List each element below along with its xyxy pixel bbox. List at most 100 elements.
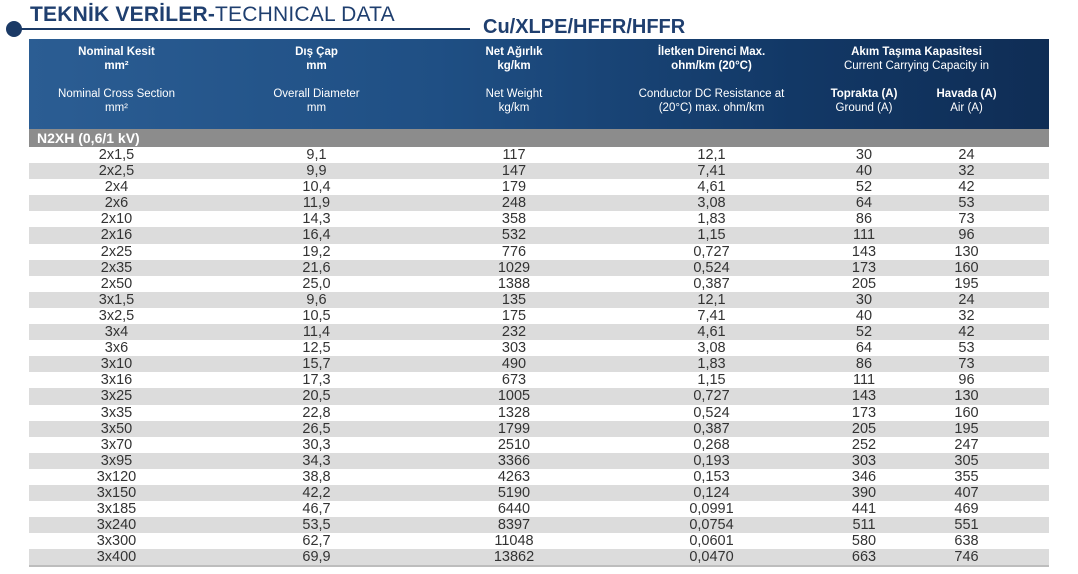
cell-diameter: 34,3: [302, 452, 331, 469]
cell-cross-section: 3x240: [96, 517, 137, 534]
table-row: 3x16 17,3 673 1,15 111 96: [29, 372, 1049, 388]
cell-cross-section: 3x25: [100, 388, 133, 405]
table-row: 3x150 42,2 5190 0,124 390 407: [29, 484, 1049, 502]
cell-ground-current: 30: [855, 291, 873, 308]
cell-weight: 303: [501, 340, 527, 357]
col-current-capacity-header: Akım Taşıma Kapasitesi Current Carrying C…: [843, 46, 990, 72]
cell-resistance: 0,387: [693, 420, 730, 437]
cell-diameter: 19,2: [302, 243, 331, 260]
cell-resistance: 0,524: [693, 259, 730, 276]
col-air-header: Havada (A) Air (A): [936, 88, 997, 114]
table-row: 3x4 11,4 232 4,61 52 42: [29, 324, 1049, 341]
col-resistance-header: İletken Direnci Max. ohm/km (20°C) Conduc…: [638, 46, 785, 114]
cell-diameter: 17,3: [302, 372, 331, 389]
group-label-row: N2XH (0,6/1 kV): [29, 129, 1049, 147]
cell-resistance: 12,1: [697, 147, 726, 163]
technical-data-table: Nominal Kesit mm² Nominal Cross Section mm…: [29, 39, 1049, 568]
cell-air-current: 305: [954, 452, 979, 469]
col-nominal-section-header: Nominal Kesit mm² Nominal Cross Section mm…: [58, 46, 175, 114]
table-row: 3x300 62,7 11048 0,0601 580 638: [29, 533, 1049, 549]
cell-resistance: 1,15: [697, 372, 726, 389]
cell-air-current: 407: [954, 484, 979, 501]
cell-ground-current: 205: [851, 420, 877, 437]
bullet-dot-icon: [6, 21, 22, 37]
cell-diameter: 11,9: [302, 195, 331, 212]
cell-diameter: 20,5: [302, 388, 331, 405]
cell-cross-section: 2x50: [100, 275, 133, 292]
table-row: 2x10 14,3 358 1,83 86 73: [29, 211, 1049, 227]
cell-weight: 5190: [497, 484, 531, 501]
cell-ground-current: 346: [851, 468, 877, 485]
cell-air-current: 42: [958, 179, 975, 196]
cell-ground-current: 173: [851, 259, 877, 276]
cell-cross-section: 2x25: [100, 243, 133, 260]
cell-resistance: 0,0991: [689, 501, 734, 518]
cell-air-current: 195: [954, 420, 979, 437]
cell-cross-section: 2x2,5: [98, 163, 135, 180]
cable-type-title: Cu/XLPE/HFFR/HFFR: [483, 16, 686, 38]
table-bottom-border: [29, 565, 1049, 568]
cell-diameter: 22,8: [302, 404, 331, 421]
cell-ground-current: 40: [855, 307, 873, 324]
table-row: 3x120 38,8 4263 0,153 346 355: [29, 469, 1049, 485]
cell-weight: 11048: [494, 533, 534, 550]
cell-diameter: 11,4: [302, 324, 331, 341]
table-row: 3x240 53,5 8397 0,0754 511 551: [29, 517, 1049, 534]
cell-cross-section: 3x400: [96, 549, 137, 566]
cell-diameter: 25,0: [302, 275, 331, 292]
cell-weight: 13862: [493, 549, 535, 566]
cell-ground-current: 86: [855, 356, 873, 373]
cell-weight: 3366: [497, 452, 531, 469]
cell-air-current: 53: [958, 195, 975, 212]
table-row: 3x2,5 10,5 175 7,41 40 32: [29, 308, 1049, 324]
cell-diameter: 69,9: [302, 549, 331, 566]
cell-cross-section: 3x4: [104, 324, 129, 341]
cell-cross-section: 3x70: [100, 436, 133, 453]
cell-weight: 1328: [497, 404, 531, 421]
table-row: 2x6 11,9 248 3,08 64 53: [29, 195, 1049, 212]
cell-weight: 1029: [497, 259, 531, 276]
cell-cross-section: 3x35: [100, 404, 133, 421]
cell-ground-current: 111: [852, 372, 876, 389]
cell-air-current: 638: [954, 533, 979, 550]
cell-air-current: 96: [958, 372, 975, 389]
table-row: 2x25 19,2 776 0,727 143 130: [29, 244, 1049, 260]
table-row: 2x35 21,6 1029 0,524 173 160: [29, 259, 1049, 276]
cell-resistance: 0,524: [693, 404, 730, 421]
cell-cross-section: 3x50: [100, 420, 133, 437]
cell-diameter: 53,5: [302, 517, 331, 534]
cell-cross-section: 2x35: [100, 259, 133, 276]
cell-ground-current: 303: [851, 452, 877, 469]
cell-resistance: 0,387: [693, 275, 730, 292]
table-row: 3x50 26,5 1799 0,387 205 195: [29, 420, 1049, 437]
cell-ground-current: 143: [851, 388, 877, 405]
cell-air-current: 551: [954, 517, 979, 534]
cell-air-current: 469: [954, 501, 979, 518]
cell-resistance: 12,1: [697, 291, 726, 308]
cell-resistance: 0,727: [693, 388, 730, 405]
cell-resistance: 0,124: [693, 484, 730, 501]
cell-cross-section: 3x16: [100, 372, 133, 389]
cell-ground-current: 441: [851, 501, 877, 518]
cell-resistance: 1,83: [697, 356, 726, 373]
table-row: 3x95 34,3 3366 0,193 303 305: [29, 452, 1049, 469]
table-row: 3x35 22,8 1328 0,524 173 160: [29, 405, 1049, 421]
col-net-weight-header: Net Ağırlık kg/km Net Weight kg/km: [485, 46, 543, 114]
cell-diameter: 12,5: [302, 340, 331, 357]
cell-air-current: 32: [958, 163, 975, 180]
cell-resistance: 4,61: [697, 324, 726, 341]
cell-weight: 135: [501, 291, 527, 308]
cell-air-current: 355: [954, 468, 979, 485]
title-turkish: TEKNİK VERİLER-: [30, 3, 216, 26]
table-row: 3x185 46,7 6440 0,0991 441 469: [29, 501, 1049, 517]
cell-cross-section: 3x1,5: [98, 291, 135, 308]
cell-air-current: 32: [958, 307, 975, 324]
cell-diameter: 10,5: [302, 307, 331, 324]
cell-resistance: 0,153: [693, 468, 730, 485]
table-row: 2x16 16,4 532 1,15 111 96: [29, 227, 1049, 244]
cell-air-current: 73: [958, 356, 975, 373]
cell-cross-section: 2x6: [104, 195, 129, 212]
cell-ground-current: 252: [851, 436, 877, 453]
cell-cross-section: 2x10: [100, 211, 133, 228]
cell-cross-section: 2x4: [104, 179, 129, 196]
